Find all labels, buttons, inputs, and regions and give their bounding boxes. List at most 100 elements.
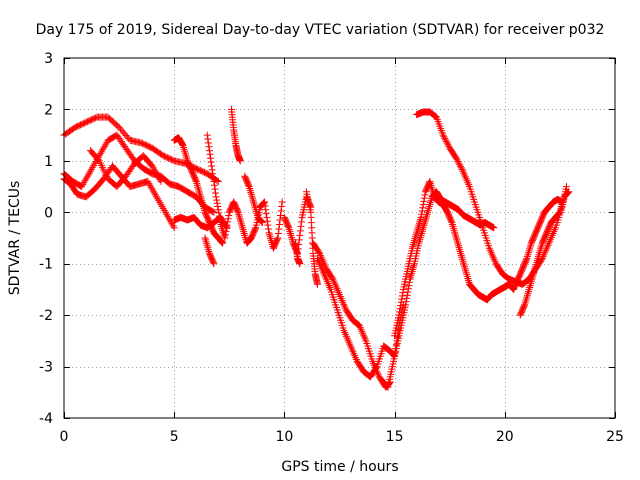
data-point <box>222 228 230 236</box>
data-point <box>212 193 220 201</box>
data-point <box>219 239 227 247</box>
data-point <box>439 131 447 139</box>
data-point <box>402 298 410 306</box>
data-point <box>418 207 426 215</box>
data-point <box>456 161 464 169</box>
grid-lines <box>64 58 615 418</box>
x-tick-label: 5 <box>170 429 179 445</box>
x-tick-label: 25 <box>606 429 624 445</box>
y-tick-label: -2 <box>39 308 53 324</box>
data-point <box>405 278 413 286</box>
data-point <box>213 199 221 207</box>
data-point <box>403 291 411 299</box>
data-point <box>404 285 412 293</box>
data-point <box>208 162 216 170</box>
data-point <box>263 213 271 221</box>
data-point <box>251 225 259 233</box>
data-point <box>260 199 268 207</box>
data-point <box>204 135 212 143</box>
data-point <box>206 150 214 158</box>
data-point <box>209 258 217 266</box>
data-point <box>420 197 428 205</box>
data-point <box>457 164 465 172</box>
y-axis-label: SDTVAR / TECUs <box>7 181 23 296</box>
data-point <box>224 215 232 223</box>
x-axis-label: GPS time / hours <box>281 459 398 475</box>
y-tick-label: 2 <box>44 102 53 118</box>
data-point <box>218 238 226 246</box>
data-point <box>396 308 404 316</box>
data-point <box>221 231 229 239</box>
data-point <box>218 239 226 246</box>
x-axis-ticks: 0 5 10 15 20 25 <box>60 58 624 445</box>
data-point <box>234 207 242 215</box>
data-point <box>402 301 410 309</box>
data-point <box>442 138 450 146</box>
y-tick-label: -3 <box>39 360 53 376</box>
data-point <box>178 140 186 148</box>
data-point <box>398 292 406 300</box>
y-tick-label: 3 <box>44 51 53 67</box>
data-point <box>396 305 404 313</box>
data-point <box>522 256 530 264</box>
data-point <box>284 222 292 230</box>
data-point <box>223 221 231 229</box>
data-point <box>278 203 286 210</box>
data-point <box>420 194 428 202</box>
data-point <box>264 225 272 233</box>
y-tick-label: 1 <box>44 154 53 170</box>
data-point <box>397 302 405 309</box>
data-point <box>277 212 285 219</box>
data-point <box>295 236 303 244</box>
data-point <box>456 162 464 170</box>
data-point <box>443 139 451 147</box>
data-point <box>419 204 427 212</box>
data-point <box>421 191 429 199</box>
y-axis-ticks: -4 -3 -2 -1 0 1 2 3 <box>39 51 615 427</box>
data-point <box>207 158 215 166</box>
data-point <box>263 217 271 225</box>
data-point <box>490 224 498 232</box>
data-point <box>245 181 253 189</box>
data-point <box>209 170 217 178</box>
data-point <box>208 166 216 174</box>
data-point <box>210 208 218 216</box>
data-point <box>261 202 269 210</box>
data-point <box>210 177 218 185</box>
data-point <box>224 218 232 226</box>
data-point <box>418 210 426 218</box>
data-point <box>564 188 572 196</box>
data-point <box>404 288 412 296</box>
data-point <box>207 154 215 162</box>
data-point <box>203 131 211 139</box>
data-point <box>275 221 283 228</box>
data-point <box>458 166 466 174</box>
data-point <box>537 256 545 264</box>
data-point <box>274 234 282 242</box>
data-point <box>451 153 459 161</box>
data-point <box>264 221 272 229</box>
data-point <box>297 218 305 226</box>
data-point <box>520 302 528 310</box>
data-point <box>419 201 427 209</box>
data-point <box>442 136 450 144</box>
data-point <box>328 274 336 282</box>
data-point <box>440 133 448 141</box>
data-point <box>262 210 270 218</box>
data-point <box>444 141 452 149</box>
x-tick-label: 0 <box>60 429 69 445</box>
data-point <box>261 198 269 206</box>
data-point <box>209 208 217 216</box>
data-point <box>223 224 231 232</box>
data-point <box>157 177 165 185</box>
data-point <box>204 139 212 147</box>
x-tick-label: 10 <box>275 429 293 445</box>
data-point <box>445 142 453 150</box>
data-point <box>257 217 265 225</box>
data-point <box>274 230 282 237</box>
data-point <box>565 188 573 196</box>
data-point <box>221 234 229 242</box>
data-point <box>262 206 270 214</box>
data-point <box>398 295 406 303</box>
data-point <box>278 198 286 206</box>
